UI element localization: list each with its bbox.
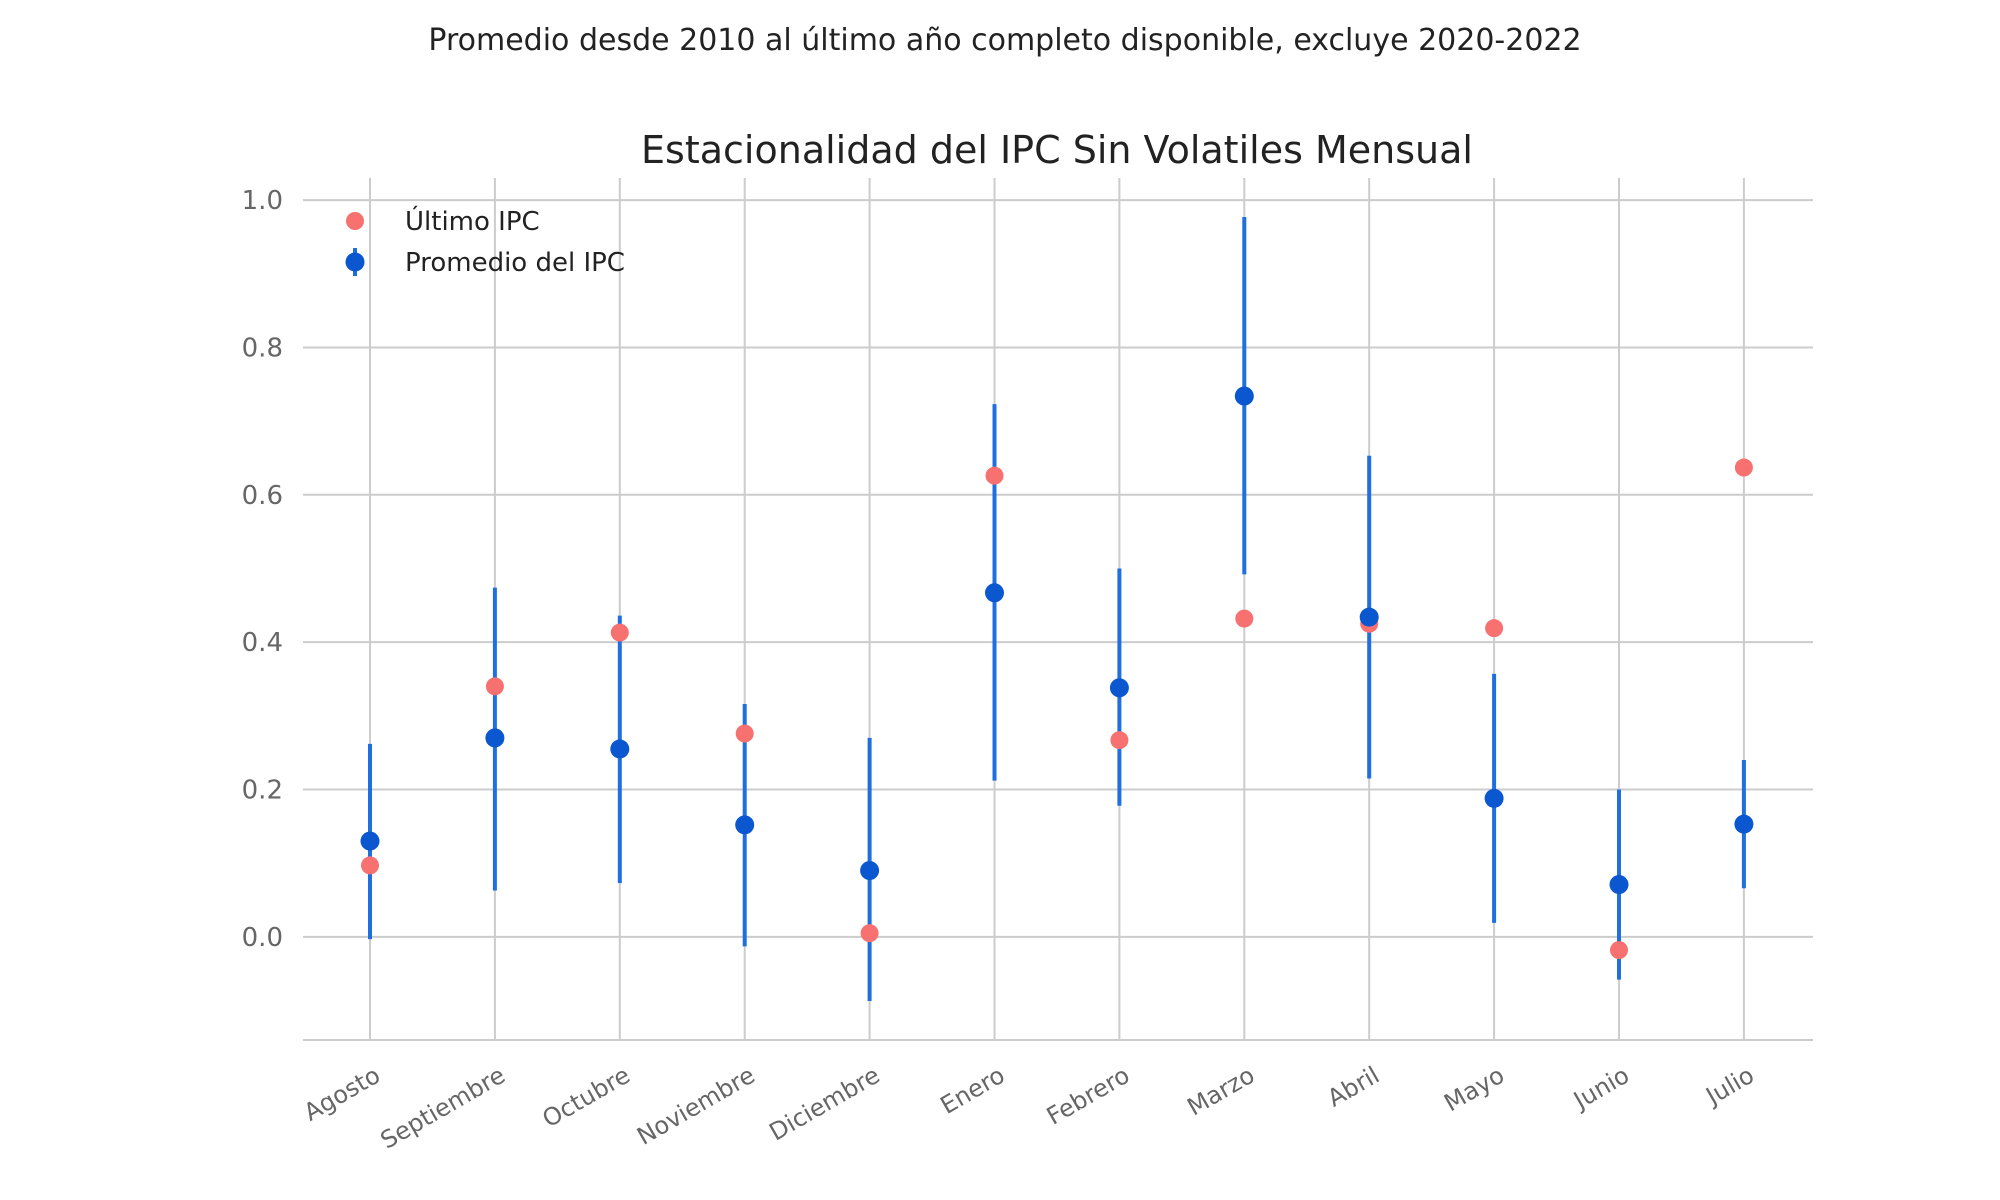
promedio-ipc-point [1234,386,1254,406]
promedio-ipc-point [1359,607,1379,627]
x-tick-label: Febrero [1042,1061,1134,1131]
x-tick-label: Octubre [538,1061,635,1133]
ultimo-ipc-point [361,856,379,875]
x-tick-label: Septiembre [376,1061,510,1155]
y-tick-label: 0.6 [242,481,283,511]
x-tick-label: Marzo [1182,1061,1259,1122]
legend-marker-promedio [345,252,365,272]
ultimo-ipc-point [1610,941,1628,960]
legend-marker-ultimo [346,212,364,230]
y-tick-label: 0.8 [242,333,283,363]
legend-label-ultimo: Último IPC [405,205,540,237]
legend-label-promedio: Promedio del IPC [405,248,625,278]
promedio-ipc-point [1609,875,1629,895]
ultimo-ipc-point [1110,731,1129,750]
ultimo-ipc-point [485,677,504,696]
ultimo-ipc-point [1734,458,1753,477]
promedio-ipc-point [860,861,880,881]
ultimo-ipc-point [985,466,1004,485]
x-tick-label: Junio [1567,1061,1634,1116]
data-points [360,386,1754,960]
promedio-ipc-point [485,728,505,748]
y-tick-label: 0.0 [242,923,283,953]
x-tick-label: Mayo [1439,1061,1509,1117]
ultimo-ipc-point [735,724,754,743]
ultimo-ipc-point [860,924,879,943]
chart-suptitle: Promedio desde 2010 al último año comple… [428,23,1581,58]
promedio-ipc-point [985,583,1004,603]
promedio-ipc-point [1734,814,1754,834]
promedio-ipc-point [610,739,630,759]
ultimo-ipc-point [1235,609,1254,628]
chart-title: Estacionalidad del IPC Sin Volatiles Men… [641,128,1473,172]
x-tick-label: Julio [1700,1061,1759,1111]
promedio-ipc-point [735,815,755,835]
promedio-ipc-point [1484,788,1504,808]
grid [303,178,1813,1040]
x-tick-label: Noviembre [632,1061,759,1151]
y-tick-label: 0.4 [242,628,283,658]
x-tick-label: Diciembre [765,1061,885,1146]
legend: Último IPC Promedio del IPC [345,205,625,278]
y-tick-label: 1.0 [242,186,283,216]
error-bars [368,217,1746,1001]
x-tick-label: Agosto [299,1061,385,1127]
ultimo-ipc-point [610,623,629,642]
ultimo-ipc-point [1485,619,1504,638]
x-tick-label: Abril [1323,1061,1385,1113]
promedio-ipc-point [360,831,380,851]
promedio-ipc-point [1109,678,1129,698]
x-tick-label: Enero [936,1061,1010,1120]
y-tick-label: 0.2 [242,776,283,806]
